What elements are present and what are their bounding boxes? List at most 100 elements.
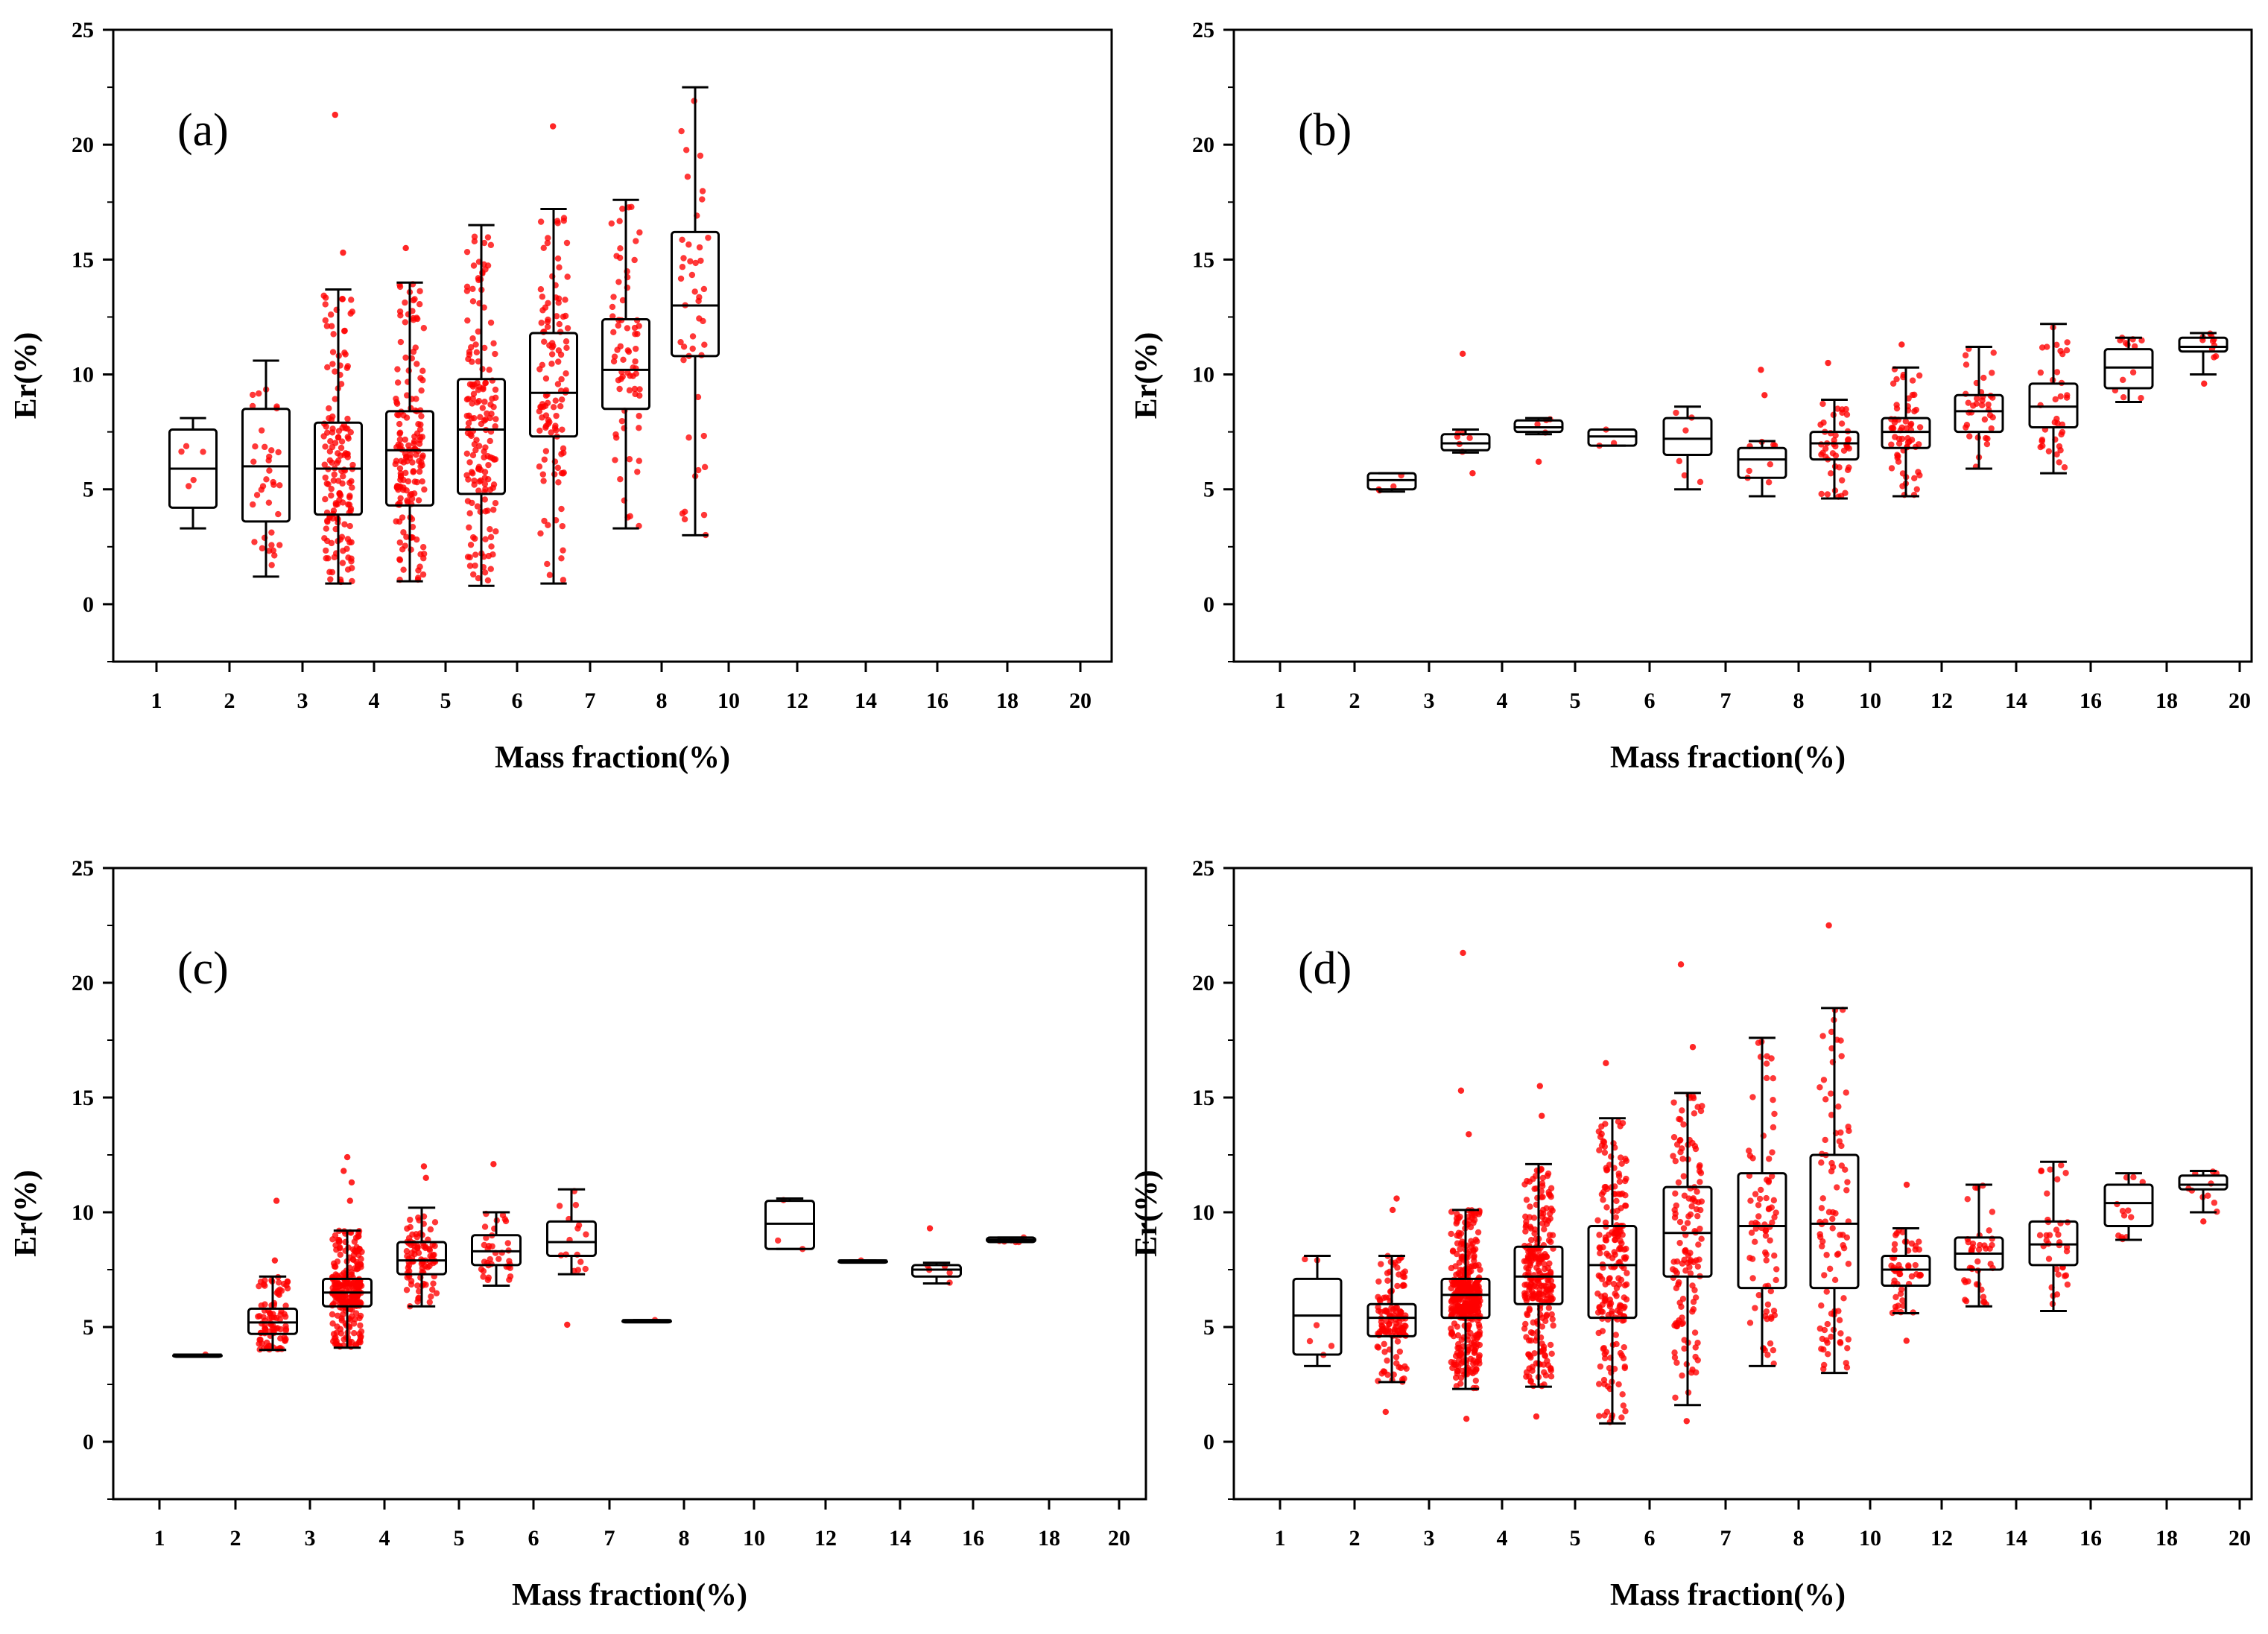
data-point (463, 412, 471, 419)
data-point (695, 466, 702, 474)
data-point (1532, 1226, 1539, 1233)
data-point (1597, 1273, 1604, 1280)
data-point (484, 234, 492, 241)
data-point (275, 449, 282, 456)
data-point (548, 360, 555, 367)
data-point (1697, 1170, 1705, 1177)
data-point (355, 1292, 361, 1299)
data-point (1396, 1348, 1404, 1355)
data-point (259, 483, 267, 490)
data-point (1764, 1053, 1770, 1060)
data-point (1384, 1277, 1391, 1284)
data-point (1697, 478, 1704, 486)
x-tick-label: 8 (679, 1526, 690, 1551)
data-point (331, 1263, 338, 1270)
data-point (484, 577, 492, 584)
outlier-point (1463, 1416, 1470, 1422)
data-point (2053, 1226, 2060, 1233)
data-point (1474, 1298, 1481, 1305)
data-point (1679, 1372, 1685, 1379)
data-point (558, 376, 565, 383)
data-point (415, 1288, 422, 1295)
data-point (1749, 1094, 1756, 1101)
data-point (1673, 1270, 1680, 1276)
data-point (349, 1292, 356, 1299)
x-tick-label: 8 (1793, 1526, 1805, 1551)
data-point (1534, 421, 1541, 428)
data-point (1600, 1346, 1607, 1352)
data-point (413, 396, 419, 402)
data-point (2053, 451, 2060, 457)
data-point (631, 324, 639, 332)
data-point (1530, 1319, 1536, 1326)
data-point (1596, 1232, 1603, 1238)
data-point (396, 420, 403, 428)
data-point (1822, 445, 1829, 452)
box-group-2 (247, 1197, 298, 1353)
data-point (324, 429, 331, 436)
data-point (338, 381, 345, 387)
data-point (415, 1250, 422, 1256)
data-point (466, 563, 474, 569)
data-point (480, 1273, 487, 1280)
box-iqr (1440, 1277, 1491, 1320)
data-point (1396, 1364, 1402, 1370)
data-point (467, 541, 475, 548)
data-point (341, 521, 348, 528)
data-point (1763, 1308, 1770, 1315)
data-point (250, 458, 257, 465)
x-tick-label: 18 (2155, 1526, 2178, 1551)
box-iqr (529, 332, 578, 438)
data-point (1527, 1203, 1533, 1210)
data-point (1916, 472, 1923, 479)
data-point (2063, 394, 2071, 401)
data-point (544, 560, 551, 568)
y-tick-label: 20 (1192, 971, 1214, 995)
data-point (563, 344, 570, 352)
data-point (394, 379, 402, 386)
data-point (1842, 1166, 1849, 1174)
data-point (339, 296, 346, 303)
data-point (633, 238, 639, 244)
data-point (2138, 337, 2145, 344)
data-point (282, 1326, 290, 1333)
data-point (1598, 1293, 1605, 1300)
x-tick-label: 1 (1275, 688, 1286, 713)
data-point (2129, 369, 2137, 376)
data-point (326, 569, 333, 575)
data-point (1983, 440, 1991, 448)
data-point (1549, 1316, 1556, 1323)
data-point (403, 533, 410, 540)
data-point (1773, 1209, 1779, 1216)
data-point (329, 1285, 336, 1291)
data-point (1689, 1308, 1696, 1315)
data-point (1680, 1121, 1687, 1128)
data-point (1676, 1115, 1682, 1123)
data-point (345, 435, 352, 442)
data-point (1818, 1205, 1825, 1212)
data-point (481, 239, 488, 247)
data-point (1542, 1372, 1550, 1379)
data-point (349, 461, 356, 469)
data-point (2053, 1266, 2060, 1273)
data-point (1539, 1180, 1546, 1187)
data-point (394, 366, 401, 373)
data-point (679, 264, 686, 270)
data-point (256, 390, 262, 397)
x-tick-label: 16 (2079, 688, 2102, 713)
data-point (469, 499, 475, 507)
data-point (685, 434, 692, 441)
data-point (415, 420, 422, 428)
data-point (1913, 486, 1920, 493)
data-point (1895, 1302, 1901, 1309)
data-point (678, 127, 685, 135)
data-point (558, 505, 565, 513)
data-point (1454, 1304, 1461, 1311)
data-point (2053, 369, 2061, 376)
data-point (335, 450, 341, 457)
data-point (402, 319, 409, 326)
outlier-point (348, 1179, 355, 1186)
data-point (2058, 1162, 2065, 1169)
data-point (1673, 1285, 1680, 1292)
